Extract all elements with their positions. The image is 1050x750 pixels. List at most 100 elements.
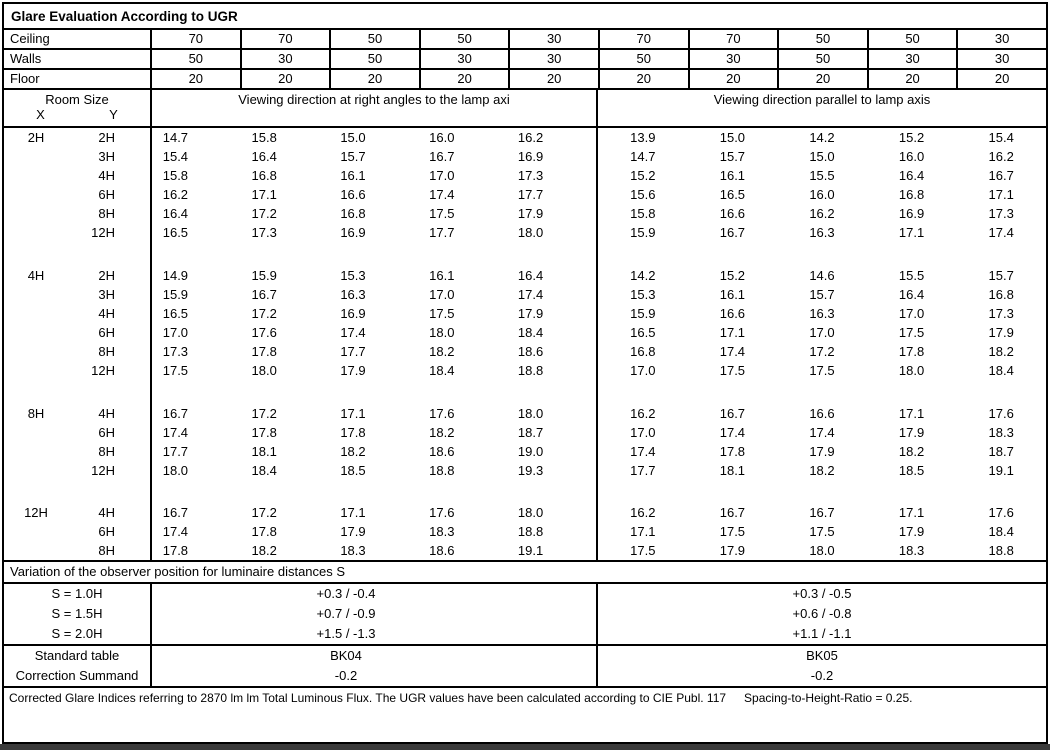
ugr-value-cell: 17.6	[429, 406, 455, 421]
surface-value-cell: 20	[510, 70, 600, 88]
right-group-values: 17.5 17.9 18.0 18.3 18.8	[598, 541, 1046, 560]
xy-label-row: X Y	[4, 107, 150, 122]
left-group-values: 17.7 18.1 18.2 18.6 19.0	[152, 442, 598, 461]
surface-row: Ceiling 70 70 50 50 30 70 70 50 50 30	[4, 30, 1046, 50]
ugr-value-cell: 16.9	[340, 306, 366, 321]
room-y-label: 6H	[78, 522, 152, 541]
ugr-value-cell: 16.0	[809, 187, 835, 202]
ugr-value-cell: 17.5	[429, 306, 455, 321]
surface-value-cell: 50	[421, 30, 511, 48]
ugr-value-cell: 18.3	[340, 543, 366, 558]
ugr-value-cell: 17.1	[340, 406, 366, 421]
right-group-values: 14.7 15.7 15.0 16.0 16.2	[598, 147, 1046, 166]
ugr-row: 12H 4H 16.7 17.2 17.1 17.6 18.0 16.2 16.7 16.7 17.…	[4, 503, 1046, 522]
ugr-value-cell: 17.3	[162, 344, 189, 359]
ugr-value-cell: 17.7	[429, 225, 455, 240]
right-group-title: Viewing direction parallel to lamp axis	[713, 92, 931, 107]
gap-spacer	[78, 242, 152, 266]
ugr-value-cell: 17.2	[251, 505, 277, 520]
left-group-values: 15.8 16.8 16.1 17.0 17.3	[152, 166, 598, 185]
ugr-value-cell: 18.0	[162, 463, 189, 478]
right-group-values: 17.1 17.5 17.5 17.9 18.4	[598, 522, 1046, 541]
ugr-row: 12H 16.5 17.3 16.9 17.7 18.0 15.9 16.7 16.3 17.1 1…	[4, 223, 1046, 242]
ugr-value-cell: 16.5	[162, 306, 189, 321]
ugr-value-cell: 16.2	[630, 406, 656, 421]
ugr-row: 8H 16.4 17.2 16.8 17.5 17.9 15.8 16.6 16.2 16.9 17…	[4, 204, 1046, 223]
ugr-value-cell: 16.1	[719, 287, 746, 302]
ugr-value-cell: 15.0	[719, 130, 746, 145]
gap-spacer	[78, 480, 152, 503]
ugr-value-cell: 17.3	[517, 168, 544, 183]
ugr-value-cell: 16.4	[898, 168, 925, 183]
gap-spacer	[4, 380, 78, 404]
ugr-value-cell: 17.4	[429, 187, 455, 202]
right-group-values: 16.2 16.7 16.6 17.1 17.6	[598, 404, 1046, 423]
ugr-value-cell: 16.1	[429, 268, 455, 283]
room-y-label: 8H	[78, 442, 152, 461]
variation-row-item-left-value: +1.5 / -1.3	[152, 624, 598, 644]
room-x-label	[4, 541, 78, 560]
room-x-label	[4, 361, 78, 380]
ugr-value-cell: 15.8	[251, 130, 277, 145]
ugr-row: 12H 18.0 18.4 18.5 18.8 19.3 17.7 18.1 18.2 18.5 1…	[4, 461, 1046, 480]
right-group-values: 15.3 16.1 15.7 16.4 16.8	[598, 285, 1046, 304]
ugr-row: 6H 17.4 17.8 17.9 18.3 18.8 17.1 17.5 17.5 17.9 18…	[4, 522, 1046, 541]
ugr-row: 8H 17.8 18.2 18.3 18.6 19.1 17.5 17.9 18.0 18.3 18…	[4, 541, 1046, 560]
ugr-value-cell: 15.2	[898, 130, 925, 145]
ugr-value-cell: 17.9	[517, 306, 544, 321]
left-group-values: 16.5 17.3 16.9 17.7 18.0	[152, 223, 598, 242]
ugr-value-cell: 15.2	[630, 168, 656, 183]
ugr-row: 2H 2H 14.7 15.8 15.0 16.0 16.2 13.9 15.0 14.2 15.2…	[4, 128, 1046, 147]
summary-row-item-label: Correction Summand	[4, 666, 152, 686]
ugr-value-cell: 18.0	[517, 406, 544, 421]
ugr-value-cell: 17.0	[429, 287, 455, 302]
ugr-value-cell: 16.5	[162, 225, 189, 240]
left-group-values: 14.7 15.8 15.0 16.0 16.2	[152, 128, 598, 147]
ugr-value-cell: 17.8	[162, 543, 189, 558]
ugr-value-cell: 17.9	[340, 524, 366, 539]
ugr-value-cell: 16.3	[809, 306, 835, 321]
ugr-value-cell: 17.3	[988, 206, 1014, 221]
surface-value-cell: 30	[994, 51, 1010, 66]
variation-row-item-left-value: +0.7 / -0.9	[152, 604, 598, 624]
left-group-values: 16.5 17.2 16.9 17.5 17.9	[152, 304, 598, 323]
ugr-value-cell: 17.5	[429, 206, 455, 221]
ugr-row: 3H 15.4 16.4 15.7 16.7 16.9 14.7 15.7 15.0 16.0 16…	[4, 147, 1046, 166]
surface-row: Walls 50 30 50 30 30 50 30 50 30 30	[4, 50, 1046, 70]
ugr-value-cell: 14.6	[809, 268, 835, 283]
ugr-value-cell: 17.8	[898, 344, 925, 359]
ugr-value-cell: 16.7	[719, 505, 746, 520]
gap-spacer	[152, 242, 598, 266]
surface-label: Ceiling	[4, 30, 152, 48]
room-x-label	[4, 522, 78, 541]
room-x-label	[4, 304, 78, 323]
ugr-value-cell: 18.2	[898, 444, 925, 459]
ugr-value-cell: 16.6	[340, 187, 366, 202]
ugr-value-cell: 17.4	[809, 425, 835, 440]
ugr-value-cell: 17.9	[898, 524, 925, 539]
ugr-value-cell: 17.5	[809, 363, 835, 378]
group-gap-row	[4, 380, 1046, 404]
ugr-value-cell: 16.4	[517, 268, 544, 283]
ugr-value-cell: 15.0	[340, 130, 366, 145]
right-group-values: 16.5 17.1 17.0 17.5 17.9	[598, 323, 1046, 342]
ugr-value-cell: 15.9	[162, 287, 189, 302]
ugr-value-cell: 16.3	[340, 287, 366, 302]
surface-value-cell: 20	[869, 70, 959, 88]
y-axis-label: Y	[109, 107, 118, 122]
variation-row-item: S = 1.5H +0.7 / -0.9 +0.6 / -0.8	[4, 604, 1046, 624]
ugr-value-cell: 17.6	[988, 406, 1014, 421]
surface-value-cell: 70	[600, 30, 690, 48]
room-x-label	[4, 442, 78, 461]
ugr-value-cell: 17.0	[809, 325, 835, 340]
variation-row-item: S = 1.0H +0.3 / -0.4 +0.3 / -0.5	[4, 584, 1046, 604]
ugr-value-cell: 17.8	[251, 425, 277, 440]
ugr-value-cell: 16.7	[251, 287, 277, 302]
surface-value-cell: 20	[779, 70, 869, 88]
ugr-value-cell: 17.7	[340, 344, 366, 359]
ugr-value-cell: 16.6	[809, 406, 835, 421]
room-x-label	[4, 147, 78, 166]
left-group-values: 17.4 17.8 17.8 18.2 18.7	[152, 423, 598, 442]
ugr-value-cell: 18.6	[429, 444, 455, 459]
